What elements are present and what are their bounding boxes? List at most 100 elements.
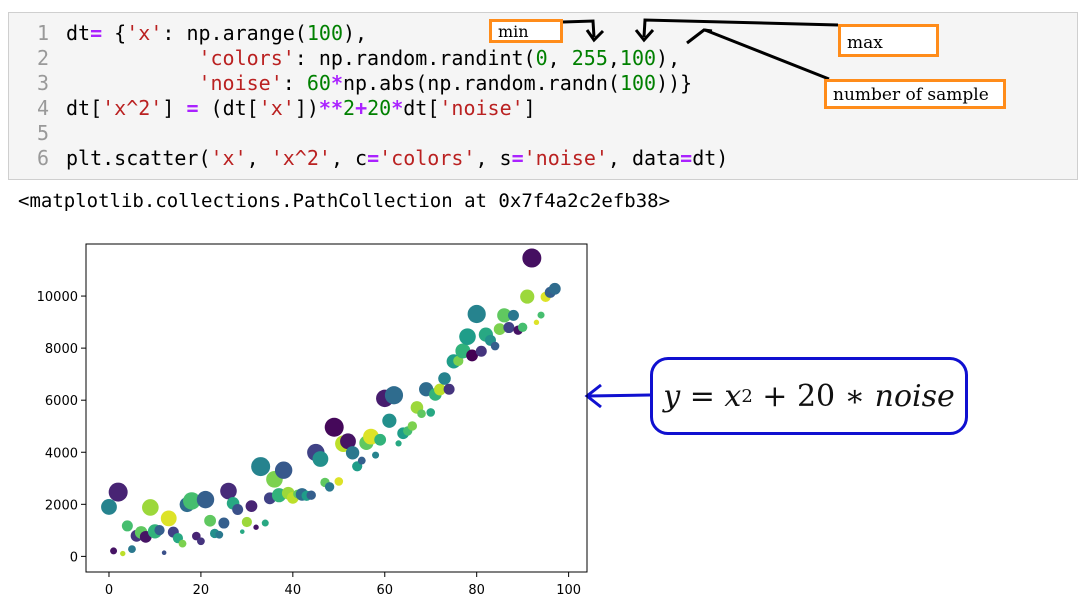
scatter-point [384, 386, 404, 405]
code-token: 'noise' [198, 71, 283, 95]
code-token: 'colors' [198, 46, 295, 70]
scatter-point [196, 490, 215, 509]
x-tick-label: 0 [105, 583, 113, 598]
scatter-point [493, 323, 506, 336]
code-token: ), [656, 46, 681, 70]
scatter-point [490, 341, 500, 351]
line-number: 1 [36, 21, 49, 45]
code-token: 'x' [258, 96, 295, 120]
scatter-point [520, 289, 535, 304]
code-token: 20 [367, 96, 392, 120]
scatter-point [241, 516, 252, 528]
code-token: ] [523, 96, 536, 120]
scatter-point [245, 500, 258, 513]
formula-eq: = [680, 378, 725, 414]
x-tick-label: 20 [193, 583, 210, 598]
scatter-point [533, 319, 540, 326]
code-text: 'colors': np.random.randint(0, 255,100), [66, 46, 680, 70]
x-tick-label: 40 [285, 583, 302, 598]
scatter-point [517, 322, 528, 333]
scatter-point [340, 433, 356, 450]
scatter-point [218, 517, 230, 529]
code-line[interactable]: 4 dt['x^2'] = (dt['x'])**2+20*dt['noise'] [9, 96, 536, 121]
code-token: = [367, 146, 380, 170]
code-token: 60 [306, 71, 331, 95]
max-label: max [847, 33, 883, 53]
code-token: ), [342, 21, 368, 45]
scatter-point [108, 482, 128, 502]
code-token: 100 [619, 71, 657, 95]
samples-label-box: number of sample [824, 79, 1006, 109]
scatter-point [507, 309, 519, 321]
code-token: + [355, 96, 368, 120]
scatter-point [374, 433, 387, 446]
code-token: = [90, 21, 103, 45]
scatter-point [417, 409, 426, 419]
scatter-point [253, 524, 259, 530]
code-token: = [511, 146, 524, 170]
scatter-point [178, 539, 187, 548]
code-token: dt[ [403, 96, 440, 120]
max-label-box: max [838, 24, 939, 57]
x-tick-label: 60 [376, 583, 393, 598]
code-line[interactable]: 5 [9, 121, 66, 146]
code-token: ** [318, 96, 344, 120]
scatter-point [345, 446, 360, 460]
scatter-point [110, 547, 118, 555]
scatter-point [197, 537, 205, 546]
code-token: ]) [294, 96, 319, 120]
scatter-point [154, 524, 165, 536]
scatter-point [466, 349, 478, 362]
scatter-point [382, 413, 397, 428]
code-token: , c [330, 146, 368, 170]
x-tick-label: 100 [556, 583, 581, 598]
scatter-point [467, 304, 486, 324]
scatter-point [324, 417, 344, 437]
x-tick-label: 80 [468, 583, 485, 598]
code-line[interactable]: 2 'colors': np.random.randint(0, 255,100… [9, 46, 680, 71]
code-token: 'x^2' [102, 96, 163, 120]
scatter-point [121, 520, 133, 532]
code-token: 0 [535, 46, 548, 70]
code-text: 'noise': 60*np.abs(np.random.randn(100))… [66, 71, 692, 95]
code-token: 'x' [210, 146, 247, 170]
code-token: 100 [619, 46, 657, 70]
scatter-point [453, 355, 464, 366]
code-token: np.abs(np.random.randn( [342, 71, 620, 95]
y-tick-label: 0 [70, 550, 78, 565]
code-token: (dt[ [198, 96, 259, 120]
code-token: dt [66, 21, 91, 45]
line-number: 6 [36, 146, 49, 170]
scatter-point [395, 440, 402, 447]
scatter-point [312, 451, 329, 467]
samples-label: number of sample [833, 85, 989, 105]
scatter-point [438, 372, 451, 385]
y-tick-label: 6000 [45, 394, 78, 409]
scatter-point [183, 492, 201, 510]
scatter-point [215, 530, 224, 539]
code-token: dt[ [66, 96, 103, 120]
scatter-point [497, 308, 512, 323]
code-token: ))} [656, 71, 693, 95]
y-tick-label: 2000 [45, 498, 78, 513]
scatter-point [204, 514, 217, 527]
code-line[interactable]: 3 'noise': 60*np.abs(np.random.randn(100… [9, 71, 692, 96]
code-token: 'noise' [523, 146, 608, 170]
y-tick-label: 4000 [45, 446, 78, 461]
code-token: = [680, 146, 693, 170]
code-line[interactable]: 1 dt= {'x': np.arange(100), [9, 21, 367, 46]
scatter-point [220, 482, 237, 500]
code-line[interactable]: 6 plt.scatter('x', 'x^2', c='colors', s='… [9, 146, 728, 171]
scatter-point [306, 490, 316, 500]
formula-x: x [724, 378, 742, 414]
output-text: <matplotlib.collections.PathCollection a… [18, 190, 671, 212]
scatter-point [324, 482, 335, 492]
scatter-point [251, 457, 271, 477]
line-number: 2 [36, 46, 49, 70]
code-token: 100 [306, 21, 343, 45]
scatter-point [443, 383, 455, 395]
scatter-point [407, 421, 418, 431]
scatter-point [142, 499, 159, 516]
code-text: plt.scatter('x', 'x^2', c='colors', s='n… [66, 146, 728, 170]
